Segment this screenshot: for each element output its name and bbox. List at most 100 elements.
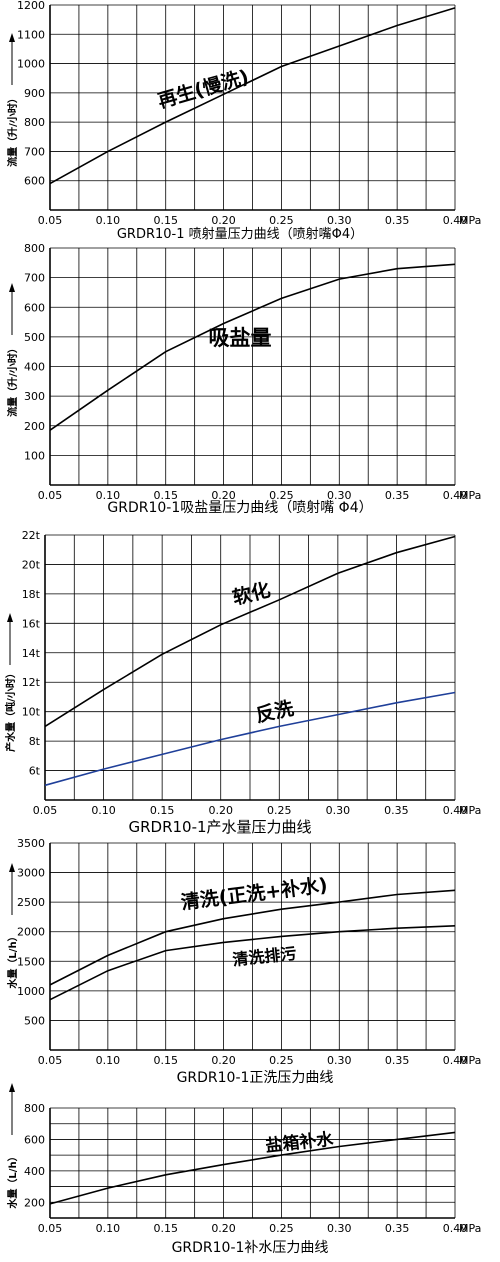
x-tick-label: 0.10	[96, 489, 121, 502]
y-tick-label: 2000	[17, 926, 45, 939]
series-line-1	[44, 535, 456, 728]
x-unit-label: MPa	[459, 214, 481, 227]
x-tick-label: 0.30	[327, 214, 352, 227]
x-unit-label: MPa	[459, 489, 481, 502]
x-tick-label: 0.30	[327, 489, 352, 502]
y-tick-label: 500	[24, 1014, 45, 1027]
x-tick-label: 0.30	[326, 804, 351, 817]
y-tick-label: 600	[24, 301, 45, 314]
y-tick-label: 800	[24, 242, 45, 255]
x-tick-label: 0.15	[150, 804, 175, 817]
y-tick-label: 500	[24, 331, 45, 344]
y-axis-label: 流量（升/小时）	[6, 93, 19, 167]
x-tick-label: 0.10	[91, 804, 116, 817]
y-tick-label: 14t	[22, 647, 41, 660]
y-axis-arrow-head	[7, 613, 13, 622]
y-tick-label: 3500	[17, 837, 45, 850]
y-tick-label: 2500	[17, 896, 45, 909]
series-line-1	[49, 263, 456, 431]
x-tick-label: 0.30	[327, 1054, 352, 1067]
y-axis-label: 产水量（吨/小时）	[4, 668, 17, 752]
y-tick-label: 12t	[22, 676, 41, 689]
x-tick-label: 0.25	[269, 1222, 294, 1235]
y-tick-label: 1000	[17, 985, 45, 998]
series-label-2: 反洗	[254, 696, 296, 726]
x-tick-label: 0.35	[384, 804, 409, 817]
series-line-2	[49, 925, 456, 1001]
x-tick-label: 0.40	[443, 1222, 468, 1235]
y-tick-label: 18t	[22, 588, 41, 601]
y-tick-label: 700	[24, 272, 45, 285]
x-tick-label: 0.05	[38, 489, 63, 502]
x-tick-label: 0.10	[96, 1054, 121, 1067]
series-line-1	[49, 7, 456, 185]
x-tick-label: 0.05	[38, 1222, 63, 1235]
y-tick-label: 6t	[29, 765, 41, 778]
x-unit-label: MPa	[459, 1054, 481, 1067]
y-axis-label: 水量（L/h）	[6, 1151, 19, 1209]
x-unit-label: MPa	[459, 1222, 481, 1235]
y-tick-label: 400	[24, 361, 45, 374]
y-tick-label: 16t	[22, 617, 41, 630]
x-tick-label: 0.20	[211, 214, 236, 227]
x-tick-label: 0.25	[269, 214, 294, 227]
series-line-1	[49, 1131, 456, 1205]
y-tick-label: 700	[24, 145, 45, 158]
chart-caption: GRDR10-1补水压力曲线	[172, 1240, 329, 1256]
series-label-1: 盐箱补水	[265, 1128, 336, 1156]
series-label-1: 清洗(正洗+补水)	[180, 873, 329, 914]
x-tick-label: 0.40	[443, 804, 468, 817]
y-tick-label: 1100	[17, 28, 45, 41]
y-tick-label: 200	[24, 420, 45, 433]
y-tick-label: 1200	[17, 0, 45, 12]
y-axis-label: 流量（升/小时）	[6, 343, 19, 417]
y-axis-arrow-head	[9, 1083, 15, 1092]
x-tick-label: 0.35	[385, 489, 410, 502]
x-tick-label: 0.30	[327, 1222, 352, 1235]
x-tick-label: 0.10	[96, 214, 121, 227]
x-tick-label: 0.20	[211, 1222, 236, 1235]
y-tick-label: 600	[24, 175, 45, 188]
x-tick-label: 0.05	[38, 214, 63, 227]
x-tick-label: 0.20	[211, 1054, 236, 1067]
series-label-2: 清洗排污	[232, 944, 298, 970]
chart-caption: GRDR10-1正洗压力曲线	[177, 1070, 334, 1086]
x-tick-label: 0.20	[208, 804, 233, 817]
y-axis-arrow-head	[9, 283, 15, 292]
x-tick-label: 0.10	[96, 1222, 121, 1235]
y-tick-label: 800	[24, 1102, 45, 1115]
x-tick-label: 0.15	[153, 1054, 178, 1067]
y-tick-label: 200	[24, 1196, 45, 1209]
series-line-1	[49, 889, 456, 986]
y-tick-label: 22t	[22, 529, 41, 542]
x-tick-label: 0.25	[267, 804, 292, 817]
y-axis-arrow-head	[9, 863, 15, 872]
x-tick-label: 0.20	[211, 489, 236, 502]
x-tick-label: 0.25	[269, 489, 294, 502]
x-tick-label: 0.05	[33, 804, 58, 817]
chart-caption: GRDR10-1 喷射量压力曲线（喷射嘴Φ4）	[117, 226, 363, 242]
y-tick-label: 600	[24, 1133, 45, 1146]
y-tick-label: 300	[24, 390, 45, 403]
chart-caption: GRDR10-1产水量压力曲线	[128, 818, 311, 836]
y-tick-label: 1500	[17, 955, 45, 968]
y-tick-label: 3000	[17, 867, 45, 880]
x-unit-label: MPa	[459, 804, 481, 817]
y-axis-label: 水量（L/h）	[6, 931, 19, 989]
y-axis-arrow-head	[9, 33, 15, 42]
y-tick-label: 900	[24, 87, 45, 100]
x-tick-label: 0.15	[153, 489, 178, 502]
y-tick-label: 20t	[22, 558, 41, 571]
x-tick-label: 0.40	[443, 214, 468, 227]
series-line-2	[44, 691, 456, 787]
x-tick-label: 0.35	[385, 1222, 410, 1235]
y-tick-label: 1000	[17, 58, 45, 71]
series-label-1: 吸盐量	[209, 326, 272, 350]
x-tick-label: 0.05	[38, 1054, 63, 1067]
